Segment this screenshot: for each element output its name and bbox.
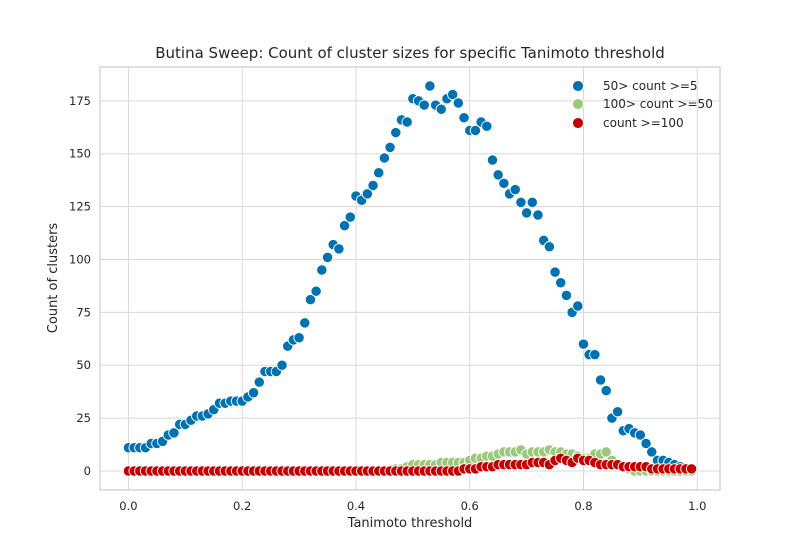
x-tick-label: 0.0 — [119, 499, 137, 513]
legend: 50> count >=5 100> count >=50 count >=10… — [572, 79, 713, 130]
data-point — [486, 154, 499, 166]
data-point — [634, 429, 647, 441]
legend-label-series-0: 50> count >=5 — [603, 79, 698, 93]
y-tick-label: 75 — [76, 305, 91, 319]
data-point — [492, 169, 504, 181]
y-tick-labels: 0 25 50 75 100 125 150 175 — [69, 94, 91, 478]
y-tick-label: 50 — [76, 358, 91, 372]
data-point — [520, 207, 533, 219]
data-point — [367, 179, 379, 192]
data-point — [424, 80, 436, 92]
data-point — [310, 285, 322, 297]
plot-frame — [99, 66, 721, 491]
data-point — [572, 300, 584, 312]
data-point — [589, 348, 601, 361]
y-axis-label: Count of clusters — [46, 223, 61, 334]
data-point — [452, 97, 464, 109]
data-point — [458, 112, 470, 124]
data-point — [543, 241, 556, 253]
legend-marker-series-0 — [572, 80, 584, 92]
data-point — [577, 338, 590, 350]
data-point — [253, 376, 265, 388]
y-tick-label: 150 — [69, 147, 91, 161]
data-point — [384, 141, 396, 154]
legend-label-series-2: count >=100 — [603, 116, 684, 130]
data-point — [418, 99, 430, 111]
data-point — [435, 103, 447, 115]
data-point — [247, 387, 260, 399]
data-point — [481, 120, 493, 132]
legend-marker-series-1 — [572, 98, 584, 110]
y-tick-label: 0 — [84, 464, 91, 478]
x-axis-label: Tanimoto threshold — [347, 516, 473, 531]
legend-label-series-1: 100> count >=50 — [603, 97, 713, 111]
data-point — [560, 289, 573, 302]
data-point — [469, 124, 482, 137]
series-2-points — [122, 452, 698, 477]
data-point — [646, 446, 658, 458]
data-point — [401, 116, 413, 128]
data-point — [361, 188, 373, 200]
y-tick-label: 125 — [69, 200, 91, 214]
x-tick-label: 0.6 — [461, 499, 479, 513]
data-point — [526, 196, 538, 209]
data-point — [640, 437, 652, 450]
data-point — [276, 359, 288, 371]
x-tick-label: 1.0 — [688, 499, 706, 513]
data-point — [611, 406, 624, 418]
data-point — [509, 184, 521, 196]
data-points — [122, 80, 698, 477]
data-point — [447, 88, 459, 101]
x-tick-label: 0.2 — [233, 499, 251, 513]
y-tick-label: 25 — [76, 411, 91, 425]
data-point — [549, 266, 561, 278]
data-point — [304, 293, 317, 306]
chart-title: Butina Sweep: Count of cluster sizes for… — [155, 44, 665, 62]
data-point — [600, 384, 612, 397]
data-point — [338, 219, 351, 232]
x-tick-labels: 0.0 0.2 0.4 0.6 0.8 1.0 — [119, 499, 706, 513]
y-tick-label: 175 — [69, 94, 91, 108]
legend-marker-series-2 — [572, 117, 584, 129]
data-point — [321, 251, 334, 264]
data-point — [293, 332, 305, 344]
y-tick-label: 100 — [69, 252, 91, 266]
data-point — [515, 196, 527, 209]
data-point — [168, 427, 180, 439]
x-tick-label: 0.4 — [347, 499, 365, 513]
data-point — [333, 243, 345, 255]
data-point — [594, 374, 607, 386]
data-point — [600, 446, 612, 458]
data-point — [344, 211, 356, 223]
data-point — [532, 209, 544, 221]
data-point — [555, 277, 567, 289]
data-point — [498, 177, 510, 189]
data-point — [299, 317, 311, 329]
series-0-points — [122, 80, 698, 475]
data-point — [685, 463, 698, 475]
data-point — [373, 167, 385, 179]
data-point — [390, 126, 402, 139]
data-point — [316, 264, 328, 276]
x-tick-label: 0.8 — [574, 499, 592, 513]
data-point — [378, 152, 391, 164]
